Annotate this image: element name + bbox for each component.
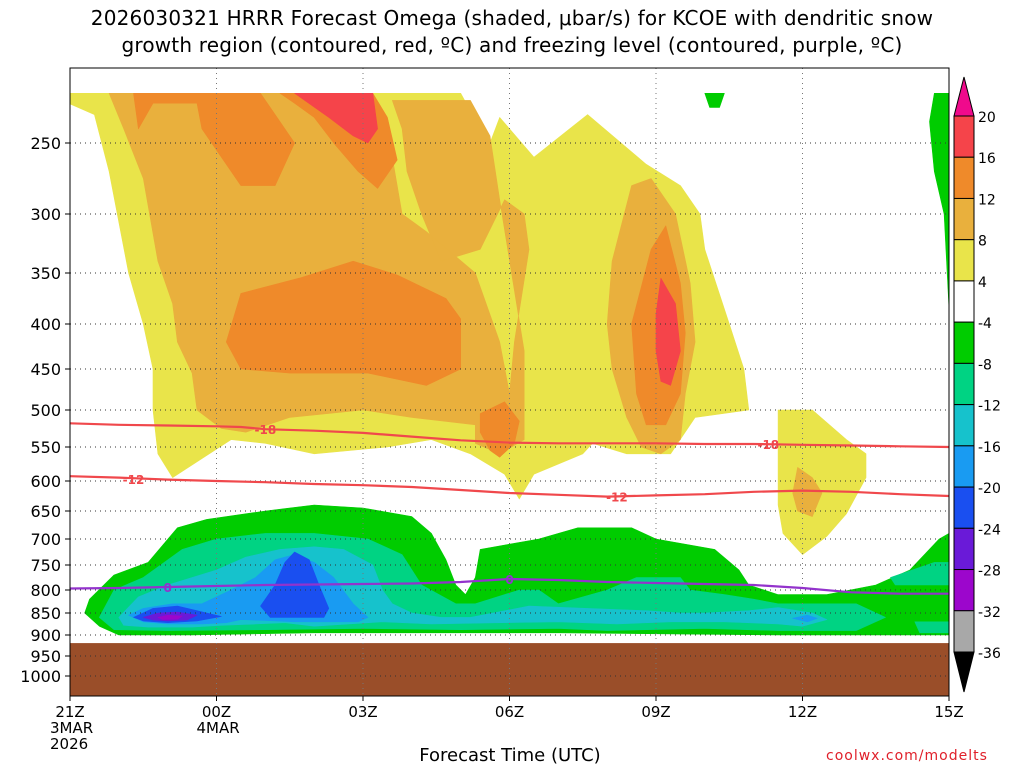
x-tick-label: 2026: [50, 735, 88, 753]
contour-label: -18: [254, 423, 276, 437]
x-tick-label: 12Z: [788, 703, 817, 721]
colorbar-label: -24: [978, 522, 1001, 538]
contour-label: 0: [505, 573, 513, 587]
y-tick-label: 850: [30, 604, 61, 623]
colorbar-band: [953, 321, 975, 364]
chart-title-line-2: growth region (contoured, red, ºC) and f…: [121, 33, 903, 57]
y-tick-label: 400: [30, 315, 61, 334]
contour-line--18: [70, 422, 949, 449]
colorbar-band: [953, 239, 975, 282]
y-tick-label: 800: [30, 581, 61, 600]
colorbar-label: 20: [978, 110, 996, 126]
x-tick-label: 03Z: [348, 703, 377, 721]
omega-region-east-edge-a: [929, 93, 949, 309]
colorbar-bottom-arrow: [953, 651, 975, 693]
y-tick-label: 650: [30, 502, 61, 521]
y-tick-label: 300: [30, 205, 61, 224]
colorbar-label: 8: [978, 234, 987, 250]
contour-label: -12: [123, 473, 145, 487]
colorbar-label: -8: [978, 357, 992, 373]
omega-region-upper-core-1: [133, 93, 295, 186]
colorbar: 20 16 12 8 4 -4 -8 -12 -16 -20 -24 -28 -32 -36: [953, 76, 1001, 693]
x-tick-label: 00Z: [202, 703, 231, 721]
colorbar-band: [953, 569, 975, 612]
colorbar-label: -28: [978, 564, 1001, 580]
colorbar-band: [953, 527, 975, 571]
x-tick-label: 21Z: [55, 703, 84, 721]
omega-region-east-ascent: [777, 409, 867, 555]
x-tick-label: 3MAR: [50, 719, 93, 737]
y-tick-label: 250: [30, 134, 61, 153]
contour-label: 0: [163, 581, 171, 595]
colorbar-label: -16: [978, 440, 1001, 456]
colorbar-label: -4: [978, 316, 992, 332]
y-tick-label: 500: [30, 401, 61, 420]
omega-region-east-ring-a: [890, 562, 949, 586]
x-tick-label: 09Z: [641, 703, 670, 721]
x-tick-label: 06Z: [495, 703, 524, 721]
y-tick-label: 750: [30, 556, 61, 575]
colorbar-band: [953, 486, 975, 529]
y-tick-label: 700: [30, 530, 61, 549]
colorbar-band: [953, 115, 975, 158]
credit-link[interactable]: coolwx.com/modelts: [826, 748, 988, 764]
omega-region-low-descent-blue-east: [792, 614, 818, 623]
omega-region-terrain: [70, 643, 949, 696]
omega-shading: [70, 93, 949, 696]
y-tick-label: 550: [30, 438, 61, 457]
contour-label: -12: [606, 491, 628, 505]
colorbar-label: -32: [978, 605, 1001, 621]
y-tick-label: 450: [30, 360, 61, 379]
colorbar-band: [953, 280, 975, 323]
omega-region-upper-max-1: [294, 93, 378, 144]
colorbar-band: [953, 404, 975, 447]
y-tick-label: 1000: [20, 667, 61, 686]
omega-region-east-ring-b: [914, 621, 949, 634]
omega-region-low-descent-magenta: [157, 614, 183, 620]
colorbar-band: [953, 610, 975, 653]
colorbar-top-arrow: [953, 76, 975, 117]
omega-region-east-core: [792, 467, 823, 517]
contour-label: -18: [757, 438, 779, 452]
colorbar-band: [953, 445, 975, 488]
contour-line--12: [70, 475, 949, 498]
colorbar-label: -36: [978, 646, 1001, 662]
y-tick-label: 900: [30, 626, 61, 645]
colorbar-label: -20: [978, 481, 1001, 497]
temperature-contours: -18 -18 -12 -12 0 0: [70, 422, 949, 595]
y-tick-label: 950: [30, 647, 61, 666]
y-axis: 250 300 350 400 450 500 550 600 650 700 750 800 850 9…: [20, 134, 70, 686]
colorbar-band: [953, 156, 975, 199]
x-axis-title: Forecast Time (UTC): [419, 745, 601, 766]
colorbar-label: 12: [978, 192, 996, 208]
omega-region-east-edge-b: [704, 93, 725, 108]
colorbar-label: 16: [978, 151, 996, 167]
x-tick-label: 15Z: [934, 703, 963, 721]
y-tick-label: 350: [30, 264, 61, 283]
chart-title-line-1: 2026030321 HRRR Forecast Omega (shaded, …: [90, 6, 934, 30]
y-tick-label: 600: [30, 472, 61, 491]
colorbar-label: -12: [978, 399, 1001, 415]
contour-line-0: [70, 577, 949, 595]
colorbar-label: 4: [978, 275, 987, 291]
colorbar-band: [953, 362, 975, 406]
colorbar-band: [953, 197, 975, 241]
omega-region-upper-max-2: [655, 277, 681, 386]
x-tick-label: 4MAR: [197, 719, 240, 737]
